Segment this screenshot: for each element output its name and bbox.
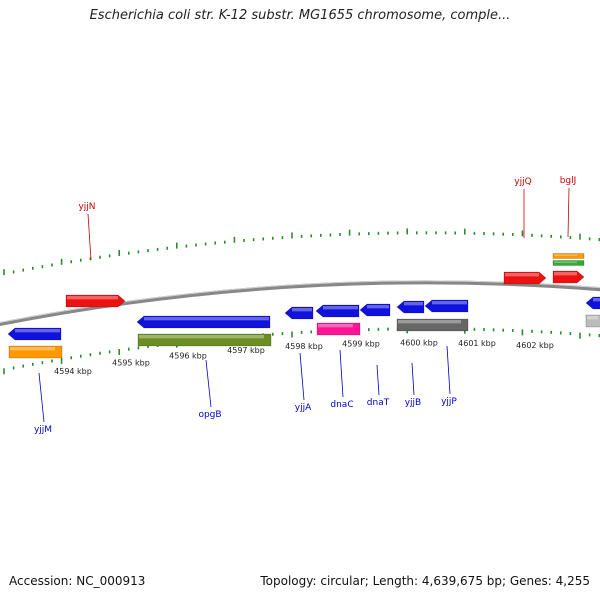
gene-label-yjjB[interactable]: yjjB <box>405 398 422 408</box>
gene-label-yjjM[interactable]: yjjM <box>34 425 52 435</box>
reverse-gene[interactable] <box>136 315 271 329</box>
forward-gene[interactable] <box>503 271 547 285</box>
reverse-gene[interactable] <box>137 333 272 347</box>
reverse-gene-shine <box>593 298 600 302</box>
reverse-gene-shine <box>139 335 264 339</box>
gene-callout-line <box>205 359 212 408</box>
gene-label-bglJ[interactable]: bglJ <box>560 176 577 186</box>
gene-label-opgB[interactable]: opgB <box>198 410 221 420</box>
reverse-gene-shape[interactable] <box>315 304 360 318</box>
reverse-gene[interactable] <box>8 345 63 359</box>
reverse-gene[interactable] <box>585 296 600 310</box>
reverse-gene-shape[interactable] <box>284 306 314 320</box>
forward-gene[interactable] <box>552 270 585 284</box>
reverse-gene[interactable] <box>315 304 360 318</box>
forward-gene-shine <box>554 261 577 263</box>
forward-gene-shape[interactable] <box>552 270 585 284</box>
forward-gene-shape[interactable] <box>552 260 585 266</box>
gene-callout-line <box>87 213 92 261</box>
reverse-gene-shine <box>398 320 461 324</box>
gene-label-dnaT[interactable]: dnaT <box>367 398 390 408</box>
reverse-gene-shine <box>10 347 55 351</box>
forward-gene-shine <box>67 296 118 300</box>
gene-label-yjjP[interactable]: yjjP <box>441 397 457 407</box>
forward-gene-shape[interactable] <box>503 271 547 285</box>
reverse-gene-shape[interactable] <box>424 299 469 313</box>
reverse-gene-shape[interactable] <box>7 327 62 341</box>
forward-gene-shine <box>554 254 577 256</box>
gene-label-yjjN[interactable]: yjjN <box>78 202 95 212</box>
scale-tick-label: 4599 kbp <box>342 339 380 348</box>
reverse-gene-shape[interactable] <box>396 300 425 314</box>
lower-tick-track <box>3 327 600 375</box>
reverse-gene-shine <box>404 302 423 306</box>
reverse-gene-shape[interactable] <box>585 314 600 328</box>
gene-callout-line <box>339 349 344 398</box>
gene-label-yjjA[interactable]: yjjA <box>295 403 312 413</box>
forward-gene-shape[interactable] <box>65 294 126 308</box>
reverse-gene[interactable] <box>396 300 425 314</box>
reverse-gene-shape[interactable] <box>396 318 469 332</box>
forward-gene[interactable] <box>65 294 126 308</box>
chromosome-backbone <box>0 280 600 327</box>
gene-label-yjjQ[interactable]: yjjQ <box>514 177 531 187</box>
gene-callout-line <box>567 187 570 238</box>
reverse-gene-shine <box>15 329 60 333</box>
reverse-gene[interactable] <box>396 318 469 332</box>
reverse-gene-shine <box>367 305 389 309</box>
reverse-gene-shape[interactable] <box>585 296 600 310</box>
forward-gene-shine <box>554 272 577 276</box>
reverse-gene[interactable] <box>585 314 600 328</box>
reverse-gene-shape[interactable] <box>8 345 63 359</box>
scale-tick-label: 4595 kbp <box>112 358 150 367</box>
gene-callout-line <box>376 364 380 396</box>
scale-tick-label: 4598 kbp <box>285 342 323 351</box>
reverse-gene-shape[interactable] <box>137 333 272 347</box>
reverse-gene-shine <box>587 316 598 320</box>
reverse-gene[interactable] <box>424 299 469 313</box>
gene-callout-line <box>446 345 451 395</box>
reverse-gene[interactable] <box>359 303 391 317</box>
gene-callout-line <box>299 352 305 401</box>
gene-label-dnaC[interactable]: dnaC <box>330 400 353 410</box>
accession-text: Accession: NC_000913 <box>9 574 146 588</box>
scale-tick-label: 4596 kbp <box>169 351 207 360</box>
gene-callout-line <box>38 372 45 423</box>
reverse-gene-shine <box>292 308 312 312</box>
reverse-gene[interactable] <box>316 322 361 336</box>
reverse-gene[interactable] <box>284 306 314 320</box>
reverse-gene[interactable] <box>7 327 62 341</box>
forward-gene-shape[interactable] <box>552 253 585 259</box>
reverse-gene-shape[interactable] <box>359 303 391 317</box>
forward-gene[interactable] <box>552 253 585 259</box>
scale-tick-label: 4597 kbp <box>227 346 265 355</box>
forward-gene-shine <box>505 273 539 277</box>
scale-tick-label: 4594 kbp <box>54 367 92 376</box>
scale-tick-label: 4601 kbp <box>458 339 496 348</box>
forward-gene[interactable] <box>552 260 585 266</box>
scale-tick-label: 4602 kbp <box>516 341 554 350</box>
map-title: Escherichia coli str. K-12 substr. MG165… <box>89 8 511 23</box>
gene-callout-line <box>411 362 415 396</box>
reverse-gene-shape[interactable] <box>316 322 361 336</box>
upper-tick-track <box>3 228 600 276</box>
reverse-gene-shine <box>144 317 269 321</box>
reverse-gene-shine <box>323 306 358 310</box>
genome-summary-text: Topology: circular; Length: 4,639,675 bp… <box>260 574 590 588</box>
reverse-gene-shape[interactable] <box>136 315 271 329</box>
reverse-gene-shine <box>318 324 353 328</box>
scale-tick-label: 4600 kbp <box>400 338 438 347</box>
reverse-gene-shine <box>432 301 467 305</box>
